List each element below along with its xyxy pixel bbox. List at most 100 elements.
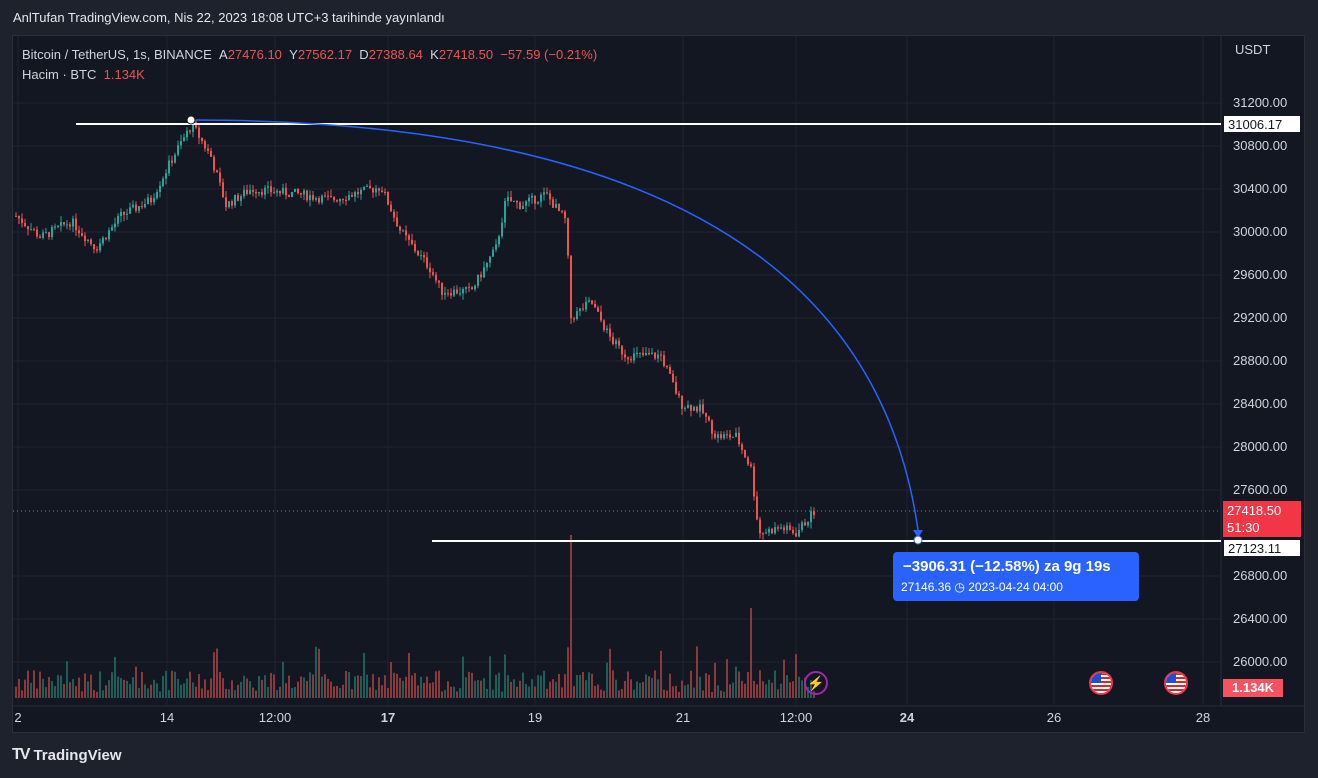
volume-bar [801,680,803,698]
candle-body [807,522,809,526]
volume-bar [552,679,554,698]
candle-body [363,186,365,190]
candle-body [306,190,308,201]
us-flag-icon[interactable] [1164,671,1188,695]
candle-body [525,201,527,206]
candle-body [795,533,797,537]
volume-bar [201,688,203,698]
volume-bar [627,671,629,698]
candle-body [132,204,134,208]
volume-bar [369,687,371,698]
projection-arc[interactable] [190,119,919,531]
volume-bar [465,677,467,698]
volume-bar [198,674,200,698]
volume-bar [621,689,623,698]
us-flag-icon[interactable] [1089,671,1113,695]
volume-bar [759,670,761,698]
chart-legend: Bitcoin / TetherUS, 1s, BINANCE A27476.1… [22,45,597,85]
flash-icon[interactable]: ⚡ [804,671,828,695]
candle-body [138,206,140,211]
volume-bar [357,675,359,698]
volume-bar [648,676,650,698]
volume-bar [300,676,302,698]
candle-body [360,189,362,195]
volume-bar [147,688,149,698]
volume-bar [663,689,665,698]
volume-label[interactable]: Hacim · BTC [22,67,97,82]
symbol-title[interactable]: Bitcoin / TetherUS, 1s, BINANCE [22,47,212,62]
candle-body [522,205,524,209]
volume-bar [141,672,143,698]
candle-body [159,185,161,192]
volume-bar [534,686,536,698]
candle-body [123,211,125,215]
candle-body [111,227,113,231]
candle-body [387,191,389,205]
arc-start-handle[interactable] [186,115,196,125]
candle-body [339,198,341,202]
volume-bar [519,680,521,698]
volume-bar [690,670,692,698]
bar-countdown: 51:30 [1227,520,1260,535]
open-label: A [219,47,228,62]
candle-body [693,406,695,411]
candle-body [540,194,542,202]
volume-bar [672,686,674,698]
candle-body [57,225,59,227]
measure-callout[interactable]: −3906.31 (−12.58%) za 9g 19s 27146.36 ◷ … [893,552,1139,601]
candle-body [351,195,353,197]
candle-body [438,280,440,283]
candle-body [759,519,761,534]
candlesticks [15,119,815,540]
candle-body [81,233,83,236]
volume-bar [57,675,59,698]
volume-bar [324,674,326,698]
volume-bar [525,683,527,698]
volume-bar [339,688,341,698]
candle-body [453,289,455,296]
volume-bar [96,691,98,698]
volume-bar [348,671,350,698]
candle-body [117,216,119,224]
candle-body [300,192,302,195]
candle-body [633,353,635,361]
volume-bar [213,652,215,698]
currency-label[interactable]: USDT [1235,42,1271,57]
footer-brand[interactable]: TV TradingView [12,746,122,764]
candle-body [414,244,416,252]
candle-body [270,186,272,193]
volume-bar [66,661,68,698]
last-price-value: 27418.50 [1227,503,1282,518]
volume-bar [123,679,125,698]
candle-body [324,195,326,197]
volume-bar [288,675,290,698]
candle-body [390,204,392,212]
volume-bar [609,648,611,698]
volume-bar [456,691,458,698]
candle-body [777,527,779,529]
measure-detail: 27146.36 ◷ 2023-04-24 04:00 [901,580,1063,594]
candle-body [282,187,284,194]
volume-bar [579,674,581,698]
candle-body [480,274,482,278]
arc-end-handle[interactable] [913,535,923,545]
volume-bar [711,691,713,698]
volume-bar [216,648,218,698]
time-tick-label: 2 [14,710,21,725]
volume-bar [156,683,158,698]
candle-body [375,188,377,193]
volume-bar [258,676,260,698]
volume-bar [573,686,575,698]
price-tick-label: 28400.00 [1233,396,1287,411]
volume-bar [396,673,398,698]
volume-bar [765,684,767,698]
volume-bar [786,675,788,698]
price-tick-label: 29200.00 [1233,310,1287,325]
candle-body [114,223,116,228]
volume-bar [738,671,740,698]
chart-pane[interactable] [12,35,1305,733]
candle-body [708,416,710,421]
price-tick-label: 30000.00 [1233,224,1287,239]
published-info: AnlTufan TradingView.com, Nis 22, 2023 1… [13,10,445,25]
